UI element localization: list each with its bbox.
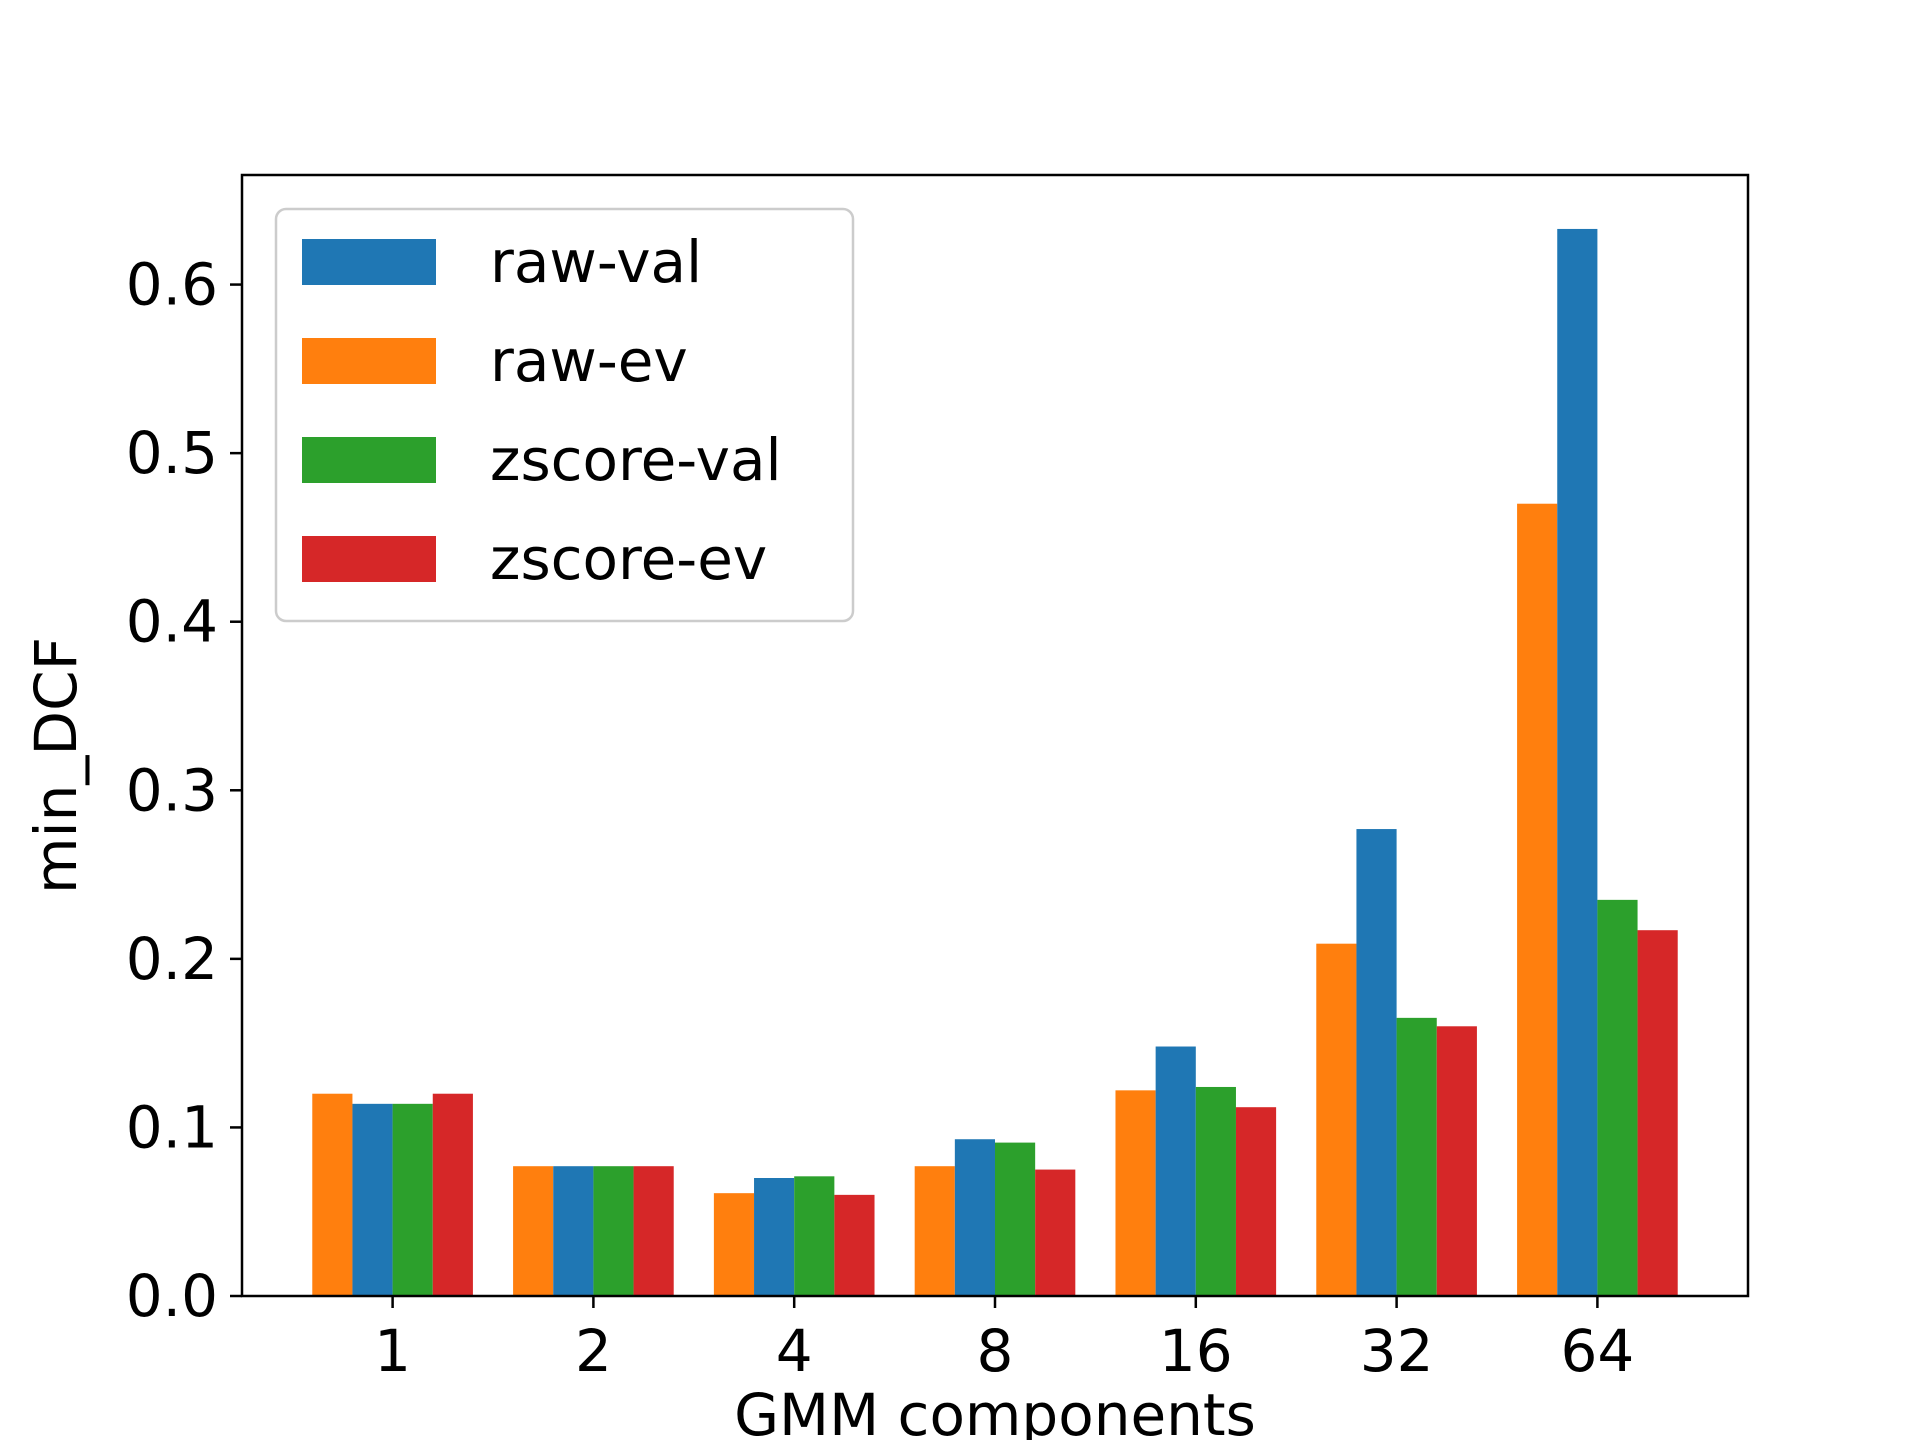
bar-raw-ev-8	[914, 1166, 955, 1296]
y-tick-label: 0.2	[126, 925, 218, 993]
y-tick-label: 0.0	[126, 1262, 218, 1330]
bar-zscore-ev-32	[1436, 1026, 1477, 1296]
legend: raw-val raw-ev zscore-val zscore-ev	[274, 207, 855, 623]
x-axis: 1 2 4 8 16 32 64	[374, 1296, 1634, 1385]
bar-raw-ev-16	[1115, 1090, 1156, 1296]
bar-zscore-ev-1	[432, 1093, 473, 1296]
bar-raw-val-2	[553, 1166, 594, 1296]
x-tick-label: 32	[1360, 1317, 1434, 1385]
legend-swatch-raw-val	[302, 239, 436, 285]
y-tick-label: 0.1	[126, 1093, 218, 1161]
x-tick-label: 4	[776, 1317, 813, 1385]
bar-zscore-val-2	[593, 1166, 634, 1296]
legend-box	[274, 207, 855, 623]
legend-label-zscore-val: zscore-val	[490, 426, 782, 494]
legend-label-raw-ev: raw-ev	[490, 327, 688, 395]
y-tick-label: 0.5	[126, 419, 218, 487]
x-tick-label: 16	[1159, 1317, 1233, 1385]
x-tick-label: 2	[575, 1317, 612, 1385]
y-tick-label: 0.3	[126, 756, 218, 824]
bar-zscore-ev-16	[1235, 1107, 1277, 1296]
y-tick-label: 0.4	[126, 588, 218, 656]
bar-raw-ev-32	[1316, 943, 1357, 1296]
bars-layer	[312, 228, 1678, 1296]
bar-raw-val-32	[1356, 829, 1397, 1296]
y-axis: 0.0 0.1 0.2 0.3 0.4 0.5 0.6	[126, 251, 242, 1330]
bar-raw-val-8	[954, 1139, 995, 1296]
x-tick-label: 64	[1560, 1317, 1634, 1385]
bar-zscore-val-1	[392, 1103, 433, 1296]
bar-zscore-val-32	[1396, 1017, 1437, 1296]
bar-zscore-val-4	[794, 1176, 835, 1296]
y-axis-label: min_DCF	[22, 637, 90, 894]
bar-raw-ev-2	[513, 1166, 554, 1296]
bar-raw-ev-1	[312, 1093, 353, 1296]
x-tick-label: 1	[374, 1317, 411, 1385]
legend-label-raw-val: raw-val	[490, 228, 702, 296]
bar-zscore-ev-4	[834, 1194, 875, 1296]
legend-swatch-raw-ev	[302, 338, 436, 384]
bar-zscore-val-64	[1597, 899, 1638, 1296]
legend-swatch-zscore-ev	[302, 536, 436, 582]
bar-zscore-val-16	[1195, 1086, 1236, 1296]
bar-raw-val-1	[352, 1103, 393, 1296]
legend-swatch-zscore-val	[302, 437, 436, 483]
x-axis-label: GMM components	[734, 1381, 1256, 1440]
x-tick-label: 8	[977, 1317, 1014, 1385]
bar-zscore-ev-64	[1637, 930, 1678, 1296]
bar-raw-val-64	[1557, 228, 1598, 1296]
bar-raw-val-4	[754, 1178, 795, 1296]
bar-raw-ev-64	[1517, 503, 1558, 1296]
legend-label-zscore-ev: zscore-ev	[490, 525, 767, 593]
bar-zscore-ev-8	[1035, 1169, 1076, 1296]
bar-zscore-val-8	[995, 1142, 1036, 1296]
bar-raw-val-16	[1155, 1046, 1196, 1296]
y-tick-label: 0.6	[126, 251, 218, 319]
bar-zscore-ev-2	[633, 1166, 674, 1296]
bar-raw-ev-4	[713, 1193, 755, 1296]
